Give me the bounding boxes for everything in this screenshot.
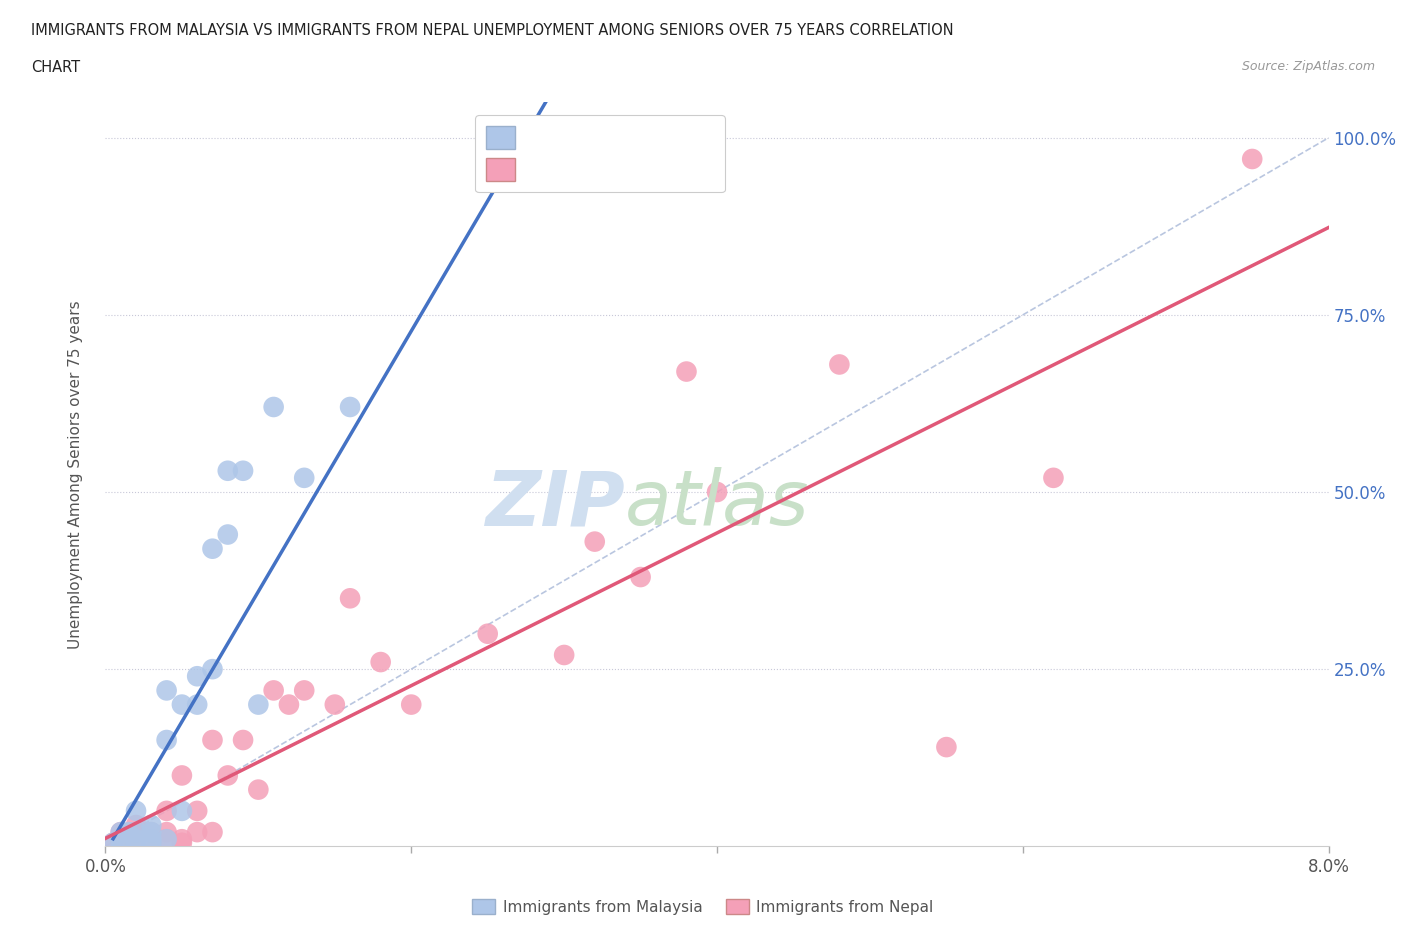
Point — [141, 817, 163, 832]
Point — [201, 733, 224, 748]
Point — [156, 733, 179, 748]
Point — [247, 782, 270, 797]
Text: 30: 30 — [688, 129, 710, 147]
Point — [232, 733, 254, 748]
Point — [156, 683, 179, 698]
Point — [675, 365, 697, 379]
Text: IMMIGRANTS FROM MALAYSIA VS IMMIGRANTS FROM NEPAL UNEMPLOYMENT AMONG SENIORS OVE: IMMIGRANTS FROM MALAYSIA VS IMMIGRANTS F… — [31, 23, 953, 38]
Point — [110, 835, 132, 850]
Legend:                                  ,                                  : , — [475, 115, 724, 193]
Point — [201, 825, 224, 840]
Text: R =: R = — [519, 129, 558, 147]
Point — [110, 831, 132, 846]
Point — [232, 463, 254, 478]
Text: R =: R = — [519, 160, 564, 179]
Text: N =: N = — [631, 129, 683, 147]
Text: 0.517: 0.517 — [558, 160, 609, 179]
Point — [170, 768, 193, 783]
Point — [125, 835, 148, 850]
Point — [263, 683, 285, 698]
Point — [186, 804, 208, 818]
Point — [125, 831, 148, 846]
Point — [630, 569, 652, 584]
Point — [110, 835, 132, 850]
Text: ZIP: ZIP — [485, 467, 626, 541]
Point — [339, 591, 361, 605]
Point — [125, 825, 148, 840]
Point — [156, 825, 179, 840]
Point — [141, 825, 163, 840]
Point — [156, 804, 179, 818]
Point — [247, 698, 270, 712]
Legend: Immigrants from Malaysia, Immigrants from Nepal: Immigrants from Malaysia, Immigrants fro… — [465, 891, 941, 923]
Point — [186, 825, 208, 840]
Point — [170, 698, 193, 712]
Point — [263, 400, 285, 415]
Point — [125, 817, 148, 832]
Point — [323, 698, 346, 712]
Point — [401, 698, 423, 712]
Point — [125, 835, 148, 850]
Point — [186, 669, 208, 684]
Point — [125, 831, 148, 846]
Text: N =: N = — [631, 160, 689, 179]
Point — [141, 835, 163, 850]
Point — [217, 768, 239, 783]
Point — [110, 825, 132, 840]
Point — [217, 527, 239, 542]
Point — [1241, 152, 1264, 166]
Point — [477, 626, 499, 641]
Y-axis label: Unemployment Among Seniors over 75 years: Unemployment Among Seniors over 75 years — [67, 300, 83, 648]
Text: 0.554: 0.554 — [558, 129, 610, 147]
Point — [217, 463, 239, 478]
Point — [117, 825, 139, 840]
Point — [186, 698, 208, 712]
Point — [201, 541, 224, 556]
Point — [583, 534, 606, 549]
Point — [141, 825, 163, 840]
Point — [1042, 471, 1064, 485]
Point — [125, 825, 148, 840]
Point — [292, 471, 315, 485]
Point — [278, 698, 301, 712]
Text: atlas: atlas — [626, 467, 810, 541]
Point — [935, 739, 957, 754]
Point — [201, 662, 224, 677]
Point — [141, 831, 163, 846]
Point — [101, 835, 124, 850]
Point — [170, 804, 193, 818]
Point — [110, 825, 132, 840]
Text: Source: ZipAtlas.com: Source: ZipAtlas.com — [1241, 60, 1375, 73]
Point — [101, 835, 124, 850]
Point — [828, 357, 851, 372]
Point — [706, 485, 728, 499]
Point — [553, 647, 575, 662]
Point — [292, 683, 315, 698]
Text: CHART: CHART — [31, 60, 80, 75]
Point — [170, 835, 193, 850]
Point — [583, 152, 606, 166]
Point — [339, 400, 361, 415]
Point — [110, 831, 132, 846]
Point — [156, 831, 179, 846]
Text: 41: 41 — [688, 160, 710, 179]
Point — [125, 804, 148, 818]
Point — [156, 831, 179, 846]
Point — [170, 831, 193, 846]
Point — [141, 835, 163, 850]
Point — [141, 831, 163, 846]
Point — [370, 655, 392, 670]
